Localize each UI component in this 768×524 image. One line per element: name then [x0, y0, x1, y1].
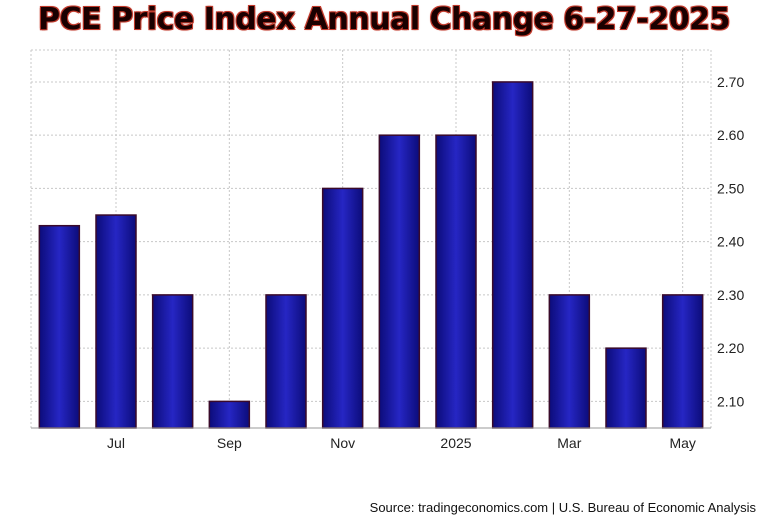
bars	[38, 81, 704, 429]
bar-Apr	[605, 347, 647, 429]
bar-Oct	[265, 294, 307, 429]
bar-Mar	[548, 294, 591, 429]
bar-Sep	[208, 400, 251, 429]
y-tick-label: 2.60	[717, 127, 744, 143]
y-tick-label: 2.10	[717, 393, 744, 409]
x-tick-label: May	[669, 435, 695, 451]
axes: 2.10 2.20 2.30 2.40 2.50 2.60 2.70 Jul Sep Nov 202…	[31, 74, 744, 451]
bar-Feb	[491, 81, 534, 429]
x-tick-label: 2025	[440, 435, 471, 451]
chart-title: PCE Price Index Annual Change 6-27-2025	[38, 2, 730, 37]
bar-Jul	[95, 214, 137, 429]
y-tick-label: 2.20	[717, 340, 744, 356]
y-tick-label: 2.40	[717, 234, 744, 250]
bar-Dec	[378, 134, 421, 429]
y-tick-label: 2.70	[717, 74, 744, 90]
x-tick-label: Jul	[107, 435, 125, 451]
x-tick-label: Sep	[217, 435, 242, 451]
source-note: Source: tradingeconomics.com | U.S. Bure…	[369, 500, 756, 515]
bar-Jun	[38, 224, 81, 429]
bar-2025	[435, 134, 477, 429]
y-tick-label: 2.50	[717, 180, 744, 196]
bar-May	[661, 294, 704, 429]
bar-Nov	[321, 187, 364, 429]
x-tick-label: Mar	[557, 435, 581, 451]
x-tick-label: Nov	[330, 435, 355, 451]
y-tick-label: 2.30	[717, 287, 744, 303]
bar-Aug	[151, 294, 194, 429]
